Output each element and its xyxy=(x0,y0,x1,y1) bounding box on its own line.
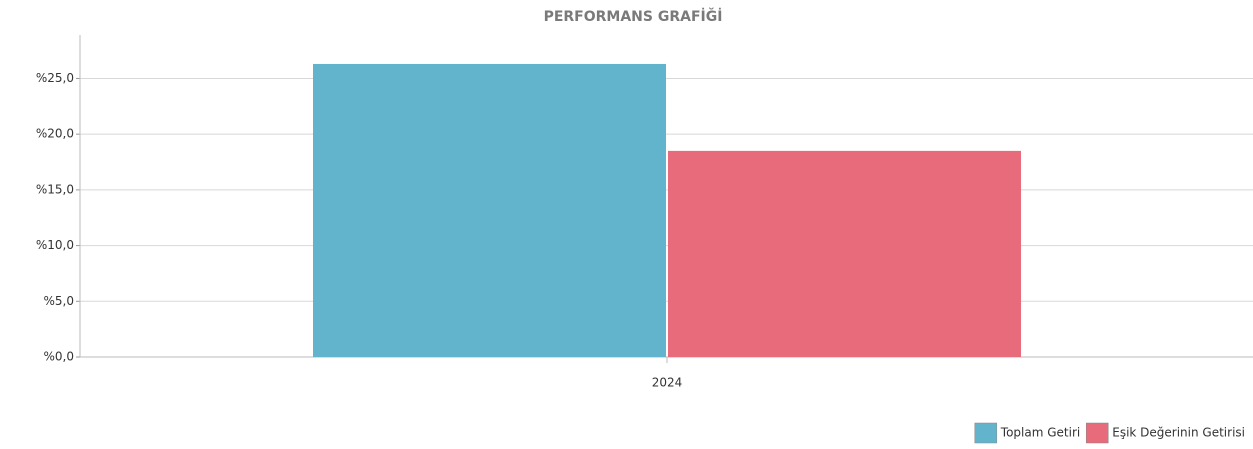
legend-swatch xyxy=(974,422,998,444)
chart-title: PERFORMANS GRAFİĞİ xyxy=(544,7,723,25)
y-tick-label: %5,0 xyxy=(44,294,75,308)
bar xyxy=(313,63,666,357)
legend-swatch xyxy=(1085,422,1109,444)
y-tick-label: %0,0 xyxy=(44,350,75,364)
bar xyxy=(668,150,1021,357)
y-tick-label: %20,0 xyxy=(36,127,74,141)
x-tick-label: 2024 xyxy=(652,376,683,390)
y-tick-label: %10,0 xyxy=(36,238,74,252)
legend-label: Eşik Değerinin Getirisi xyxy=(1112,426,1245,440)
y-tick-label: %15,0 xyxy=(36,182,74,196)
legend-label: Toplam Getiri xyxy=(1000,426,1080,440)
y-tick-label: %25,0 xyxy=(36,71,74,85)
